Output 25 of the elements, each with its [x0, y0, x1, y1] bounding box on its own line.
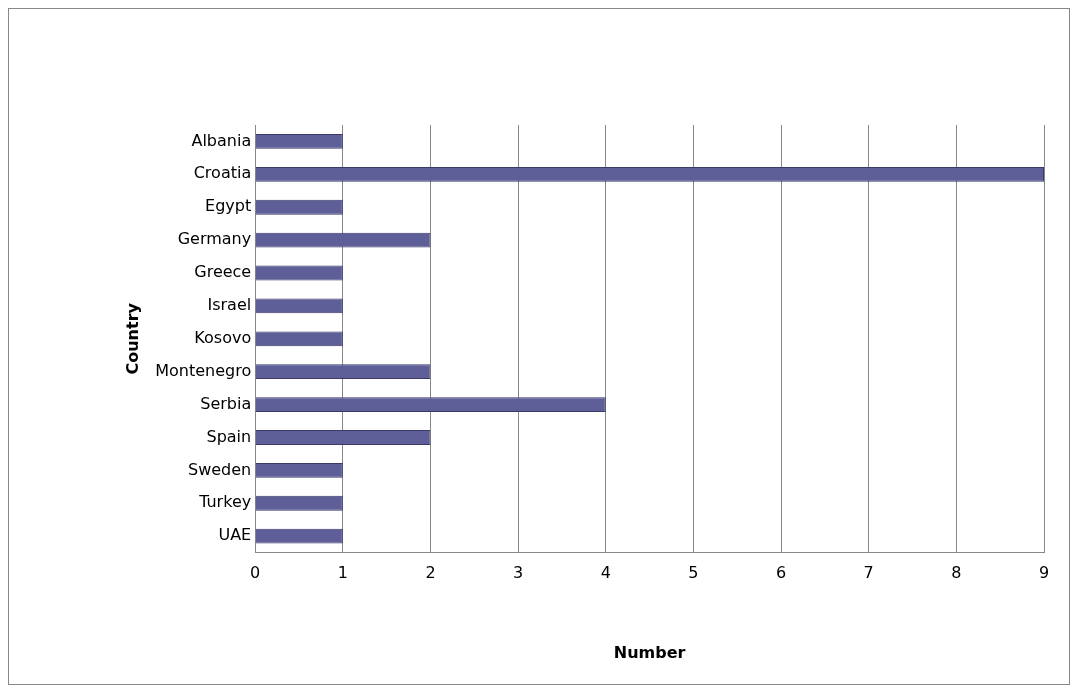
x-tick-label: 4 — [600, 563, 611, 583]
y-tick-label: Croatia — [193, 163, 252, 183]
y-tick-label: Greece — [194, 262, 252, 282]
y-tick-label: Spain — [206, 426, 252, 446]
x-tick-label: 1 — [337, 563, 348, 583]
x-tick-label: 3 — [513, 563, 524, 583]
y-tick-label: Kosovo — [194, 327, 252, 347]
y-tick-label: Egypt — [205, 196, 252, 216]
x-tick-label: 8 — [951, 563, 962, 583]
x-tick-label: 7 — [863, 563, 874, 583]
x-axis-title: Number — [613, 642, 686, 662]
y-tick-label: Turkey — [198, 492, 252, 512]
y-tick-label: Sweden — [187, 459, 252, 479]
x-tick-label: 0 — [250, 563, 261, 583]
x-tick-label: 5 — [688, 563, 699, 583]
x-tick-label: 9 — [1038, 563, 1050, 583]
y-axis-title: Country — [122, 302, 142, 375]
y-tick-label: Germany — [177, 229, 252, 249]
x-tick-label: 2 — [425, 563, 436, 583]
y-tick-label: Montenegro — [155, 360, 252, 380]
y-tick-label: Israel — [207, 295, 252, 315]
y-tick-label: Serbia — [200, 393, 252, 413]
y-tick-label: UAE — [218, 525, 252, 545]
y-tick-label: Albania — [191, 130, 252, 150]
x-tick-label: 6 — [775, 563, 787, 583]
